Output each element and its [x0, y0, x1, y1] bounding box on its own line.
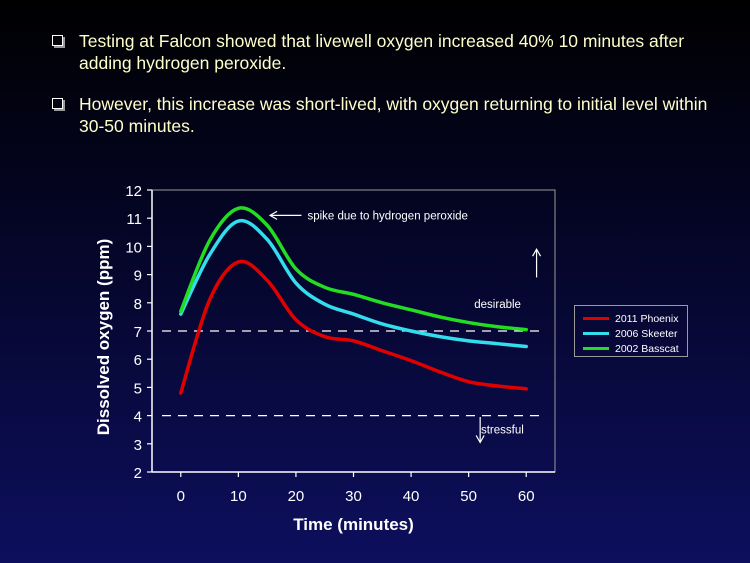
x-tick-label: 60 — [518, 488, 535, 505]
annotation-spike: spike due to hydrogen peroxide — [307, 210, 467, 222]
down-arrowhead-icon — [475, 435, 485, 444]
y-tick-label: 10 — [125, 239, 142, 256]
legend-swatch — [583, 347, 609, 350]
y-tick-label: 6 — [134, 352, 142, 369]
chart-legend: 2011 Phoenix 2006 Skeeter 2002 Basscat — [574, 305, 688, 357]
bullet-text: Testing at Falcon showed that livewell o… — [79, 31, 685, 73]
x-tick-label: 30 — [345, 488, 362, 505]
x-tick-label: 10 — [230, 488, 247, 505]
bullet-item: However, this increase was short-lived, … — [52, 93, 732, 137]
series-line — [179, 206, 528, 332]
y-tick-label: 3 — [134, 437, 142, 454]
y-tick-label: 4 — [134, 409, 142, 426]
bullet-checkbox-icon — [52, 35, 63, 46]
y-tick-label: 12 — [125, 183, 142, 200]
series-line — [179, 218, 528, 349]
y-tick-label: 2 — [134, 465, 142, 482]
annotation-stressful: stressful — [481, 425, 524, 437]
y-tick-label: 5 — [134, 380, 142, 397]
series-line — [179, 259, 528, 395]
legend-label: 2011 Phoenix — [615, 312, 679, 325]
y-tick-label: 7 — [134, 324, 142, 341]
bullet-list: Testing at Falcon showed that livewell o… — [52, 30, 732, 156]
bullet-text: However, this increase was short-lived, … — [79, 94, 708, 136]
x-tick-label: 40 — [403, 488, 420, 505]
bullet-item: Testing at Falcon showed that livewell o… — [52, 30, 732, 74]
legend-label: 2006 Skeeter — [615, 327, 678, 340]
x-axis-label: Time (minutes) — [293, 515, 414, 534]
x-tick-label: 0 — [177, 488, 185, 505]
up-arrowhead-icon — [532, 248, 542, 257]
legend-swatch — [583, 332, 609, 335]
legend-swatch — [583, 317, 609, 320]
legend-item: 2006 Skeeter — [583, 326, 687, 341]
y-tick-label: 9 — [134, 268, 142, 285]
legend-item: 2002 Basscat — [583, 341, 687, 356]
bullet-checkbox-icon — [52, 98, 63, 109]
legend-item: 2011 Phoenix — [583, 311, 687, 326]
x-tick-label: 50 — [460, 488, 477, 505]
annotation-desirable: desirable — [474, 299, 521, 311]
legend-label: 2002 Basscat — [615, 342, 679, 355]
y-axis-label: Dissolved oxygen (ppm) — [94, 239, 113, 435]
y-tick-label: 11 — [126, 211, 142, 228]
spike-arrowhead-icon — [268, 210, 278, 220]
x-tick-label: 20 — [288, 488, 305, 505]
y-tick-label: 8 — [134, 296, 142, 313]
